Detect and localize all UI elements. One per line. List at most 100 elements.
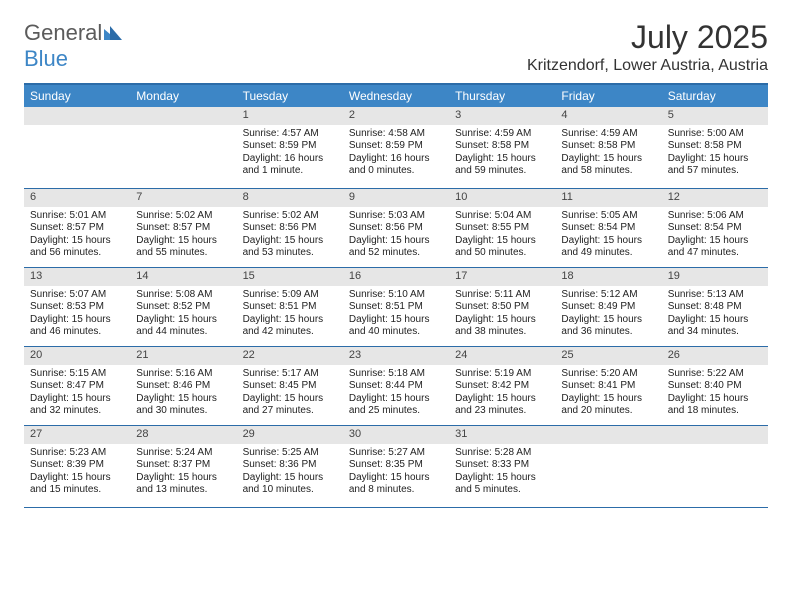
sunrise-text: Sunrise: 5:22 AM (668, 368, 762, 381)
day-cell: 15Sunrise: 5:09 AMSunset: 8:51 PMDayligh… (237, 268, 343, 346)
daylight-text: Daylight: 15 hours and 36 minutes. (561, 314, 655, 339)
daylight-text: Daylight: 15 hours and 55 minutes. (136, 235, 230, 260)
day-body: Sunrise: 5:01 AMSunset: 8:57 PMDaylight:… (24, 207, 130, 264)
sunset-text: Sunset: 8:42 PM (455, 380, 549, 393)
sunrise-text: Sunrise: 5:18 AM (349, 368, 443, 381)
logo-text: General Blue (24, 20, 122, 72)
day-cell: 31Sunrise: 5:28 AMSunset: 8:33 PMDayligh… (449, 426, 555, 507)
daylight-text: Daylight: 15 hours and 44 minutes. (136, 314, 230, 339)
day-cell: 10Sunrise: 5:04 AMSunset: 8:55 PMDayligh… (449, 189, 555, 267)
dow-monday: Monday (130, 85, 236, 107)
day-body: Sunrise: 5:04 AMSunset: 8:55 PMDaylight:… (449, 207, 555, 264)
sunset-text: Sunset: 8:51 PM (243, 301, 337, 314)
daylight-text: Daylight: 15 hours and 27 minutes. (243, 393, 337, 418)
day-body: Sunrise: 4:58 AMSunset: 8:59 PMDaylight:… (343, 125, 449, 182)
dow-tuesday: Tuesday (237, 85, 343, 107)
sunset-text: Sunset: 8:53 PM (30, 301, 124, 314)
day-number: 6 (24, 189, 130, 207)
day-cell: 17Sunrise: 5:11 AMSunset: 8:50 PMDayligh… (449, 268, 555, 346)
sunset-text: Sunset: 8:47 PM (30, 380, 124, 393)
day-cell: 23Sunrise: 5:18 AMSunset: 8:44 PMDayligh… (343, 347, 449, 425)
day-number (662, 426, 768, 444)
day-cell: 13Sunrise: 5:07 AMSunset: 8:53 PMDayligh… (24, 268, 130, 346)
daylight-text: Daylight: 16 hours and 1 minute. (243, 153, 337, 178)
day-cell: 30Sunrise: 5:27 AMSunset: 8:35 PMDayligh… (343, 426, 449, 507)
sunrise-text: Sunrise: 5:25 AM (243, 447, 337, 460)
sunrise-text: Sunrise: 5:05 AM (561, 210, 655, 223)
daylight-text: Daylight: 15 hours and 38 minutes. (455, 314, 549, 339)
week-row: 20Sunrise: 5:15 AMSunset: 8:47 PMDayligh… (24, 347, 768, 426)
day-body: Sunrise: 5:11 AMSunset: 8:50 PMDaylight:… (449, 286, 555, 343)
daylight-text: Daylight: 15 hours and 30 minutes. (136, 393, 230, 418)
week-row: 6Sunrise: 5:01 AMSunset: 8:57 PMDaylight… (24, 189, 768, 268)
sunrise-text: Sunrise: 5:23 AM (30, 447, 124, 460)
daylight-text: Daylight: 15 hours and 20 minutes. (561, 393, 655, 418)
sunset-text: Sunset: 8:58 PM (668, 140, 762, 153)
sunrise-text: Sunrise: 5:15 AM (30, 368, 124, 381)
daylight-text: Daylight: 15 hours and 13 minutes. (136, 472, 230, 497)
sunset-text: Sunset: 8:40 PM (668, 380, 762, 393)
sunrise-text: Sunrise: 5:28 AM (455, 447, 549, 460)
day-number: 13 (24, 268, 130, 286)
dow-sunday: Sunday (24, 85, 130, 107)
day-cell: 14Sunrise: 5:08 AMSunset: 8:52 PMDayligh… (130, 268, 236, 346)
dow-saturday: Saturday (662, 85, 768, 107)
sunrise-text: Sunrise: 5:11 AM (455, 289, 549, 302)
day-cell: 2Sunrise: 4:58 AMSunset: 8:59 PMDaylight… (343, 107, 449, 188)
sunset-text: Sunset: 8:57 PM (30, 222, 124, 235)
day-body (24, 125, 130, 188)
daylight-text: Daylight: 15 hours and 56 minutes. (30, 235, 124, 260)
sunset-text: Sunset: 8:44 PM (349, 380, 443, 393)
day-body: Sunrise: 5:12 AMSunset: 8:49 PMDaylight:… (555, 286, 661, 343)
day-number: 8 (237, 189, 343, 207)
day-body (130, 125, 236, 188)
sunset-text: Sunset: 8:59 PM (243, 140, 337, 153)
sunrise-text: Sunrise: 5:09 AM (243, 289, 337, 302)
day-body: Sunrise: 5:15 AMSunset: 8:47 PMDaylight:… (24, 365, 130, 422)
sunset-text: Sunset: 8:50 PM (455, 301, 549, 314)
sunrise-text: Sunrise: 5:04 AM (455, 210, 549, 223)
daylight-text: Daylight: 15 hours and 58 minutes. (561, 153, 655, 178)
day-body: Sunrise: 4:59 AMSunset: 8:58 PMDaylight:… (555, 125, 661, 182)
day-number: 19 (662, 268, 768, 286)
day-body: Sunrise: 5:28 AMSunset: 8:33 PMDaylight:… (449, 444, 555, 501)
sunset-text: Sunset: 8:46 PM (136, 380, 230, 393)
day-cell: 18Sunrise: 5:12 AMSunset: 8:49 PMDayligh… (555, 268, 661, 346)
day-body: Sunrise: 5:17 AMSunset: 8:45 PMDaylight:… (237, 365, 343, 422)
sunset-text: Sunset: 8:57 PM (136, 222, 230, 235)
daylight-text: Daylight: 15 hours and 40 minutes. (349, 314, 443, 339)
logo-word2: Blue (24, 46, 68, 71)
day-body: Sunrise: 5:06 AMSunset: 8:54 PMDaylight:… (662, 207, 768, 264)
sunset-text: Sunset: 8:55 PM (455, 222, 549, 235)
day-cell: 3Sunrise: 4:59 AMSunset: 8:58 PMDaylight… (449, 107, 555, 188)
daylight-text: Daylight: 15 hours and 18 minutes. (668, 393, 762, 418)
day-number: 9 (343, 189, 449, 207)
sunrise-text: Sunrise: 5:07 AM (30, 289, 124, 302)
daylight-text: Daylight: 15 hours and 5 minutes. (455, 472, 549, 497)
sunset-text: Sunset: 8:48 PM (668, 301, 762, 314)
sunset-text: Sunset: 8:35 PM (349, 459, 443, 472)
day-cell (662, 426, 768, 507)
day-number: 3 (449, 107, 555, 125)
day-number: 11 (555, 189, 661, 207)
day-cell: 1Sunrise: 4:57 AMSunset: 8:59 PMDaylight… (237, 107, 343, 188)
day-cell: 4Sunrise: 4:59 AMSunset: 8:58 PMDaylight… (555, 107, 661, 188)
day-cell: 7Sunrise: 5:02 AMSunset: 8:57 PMDaylight… (130, 189, 236, 267)
day-cell (24, 107, 130, 188)
day-body: Sunrise: 5:07 AMSunset: 8:53 PMDaylight:… (24, 286, 130, 343)
sunset-text: Sunset: 8:54 PM (668, 222, 762, 235)
sunrise-text: Sunrise: 5:17 AM (243, 368, 337, 381)
sunrise-text: Sunrise: 5:13 AM (668, 289, 762, 302)
sunrise-text: Sunrise: 4:57 AM (243, 128, 337, 141)
sunset-text: Sunset: 8:45 PM (243, 380, 337, 393)
day-number: 16 (343, 268, 449, 286)
week-row: 13Sunrise: 5:07 AMSunset: 8:53 PMDayligh… (24, 268, 768, 347)
day-number (130, 107, 236, 125)
daylight-text: Daylight: 15 hours and 59 minutes. (455, 153, 549, 178)
day-cell: 20Sunrise: 5:15 AMSunset: 8:47 PMDayligh… (24, 347, 130, 425)
day-cell: 27Sunrise: 5:23 AMSunset: 8:39 PMDayligh… (24, 426, 130, 507)
day-body: Sunrise: 5:16 AMSunset: 8:46 PMDaylight:… (130, 365, 236, 422)
day-number: 27 (24, 426, 130, 444)
daylight-text: Daylight: 15 hours and 50 minutes. (455, 235, 549, 260)
day-number: 10 (449, 189, 555, 207)
